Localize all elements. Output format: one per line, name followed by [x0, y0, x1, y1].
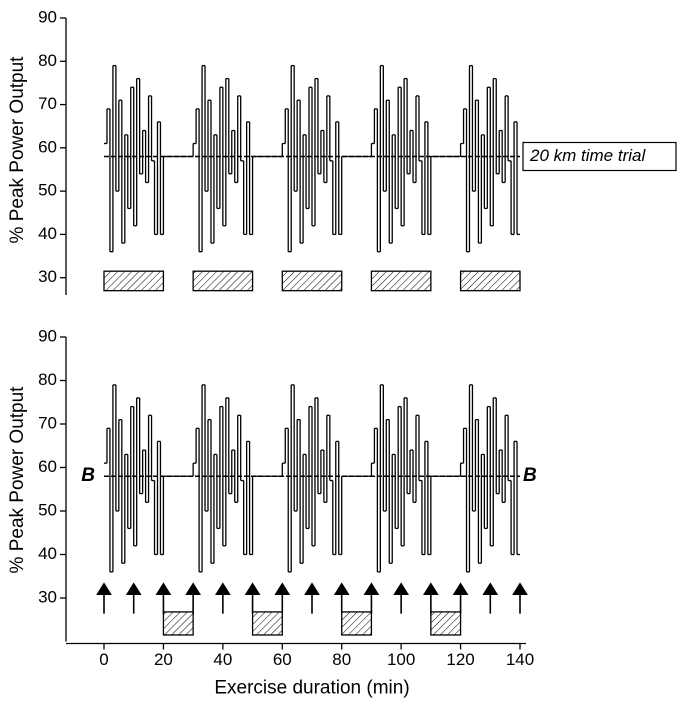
y-tick-label: 40 [38, 544, 57, 563]
y-tick-label: 30 [38, 587, 57, 606]
exercise-block [341, 611, 373, 636]
exercise-block [459, 270, 521, 292]
y-tick-label: 40 [38, 224, 57, 243]
y-tick-label: 60 [38, 137, 57, 156]
x-tick-label: 120 [446, 650, 474, 669]
y-tick-label: 50 [38, 500, 57, 519]
y-tick-label: 90 [38, 326, 57, 345]
x-tick-label: 40 [213, 650, 232, 669]
y-tick-label: 70 [38, 94, 57, 113]
exercise-block [370, 270, 432, 292]
exercise-block [430, 611, 462, 636]
x-tick-label: 0 [99, 650, 108, 669]
exercise-block [192, 270, 254, 292]
y-axis-label: % Peak Power Output [7, 56, 28, 244]
reference-label: B [523, 465, 537, 486]
y-tick-label: 90 [38, 7, 57, 26]
reference-label: B [81, 465, 95, 486]
reference-label: 20 km time trial [529, 146, 646, 165]
exercise-block [251, 611, 283, 636]
x-tick-label: 80 [332, 650, 351, 669]
reference-label-box [522, 141, 677, 172]
x-axis-label: Exercise duration (min) [214, 678, 409, 699]
x-tick-label: 140 [506, 650, 534, 669]
y-tick-label: 60 [38, 457, 57, 476]
x-tick-label: 100 [387, 650, 415, 669]
y-tick-label: 80 [38, 370, 57, 389]
x-tick-label: 60 [273, 650, 292, 669]
exercise-block [162, 611, 194, 636]
y-tick-label: 70 [38, 413, 57, 432]
y-tick-label: 30 [38, 267, 57, 286]
y-tick-label: 80 [38, 51, 57, 70]
y-tick-label: 50 [38, 181, 57, 200]
y-axis-label: % Peak Power Output [7, 386, 28, 574]
exercise-block [103, 270, 165, 292]
exercise-block [281, 270, 343, 292]
x-tick-label: 20 [154, 650, 173, 669]
